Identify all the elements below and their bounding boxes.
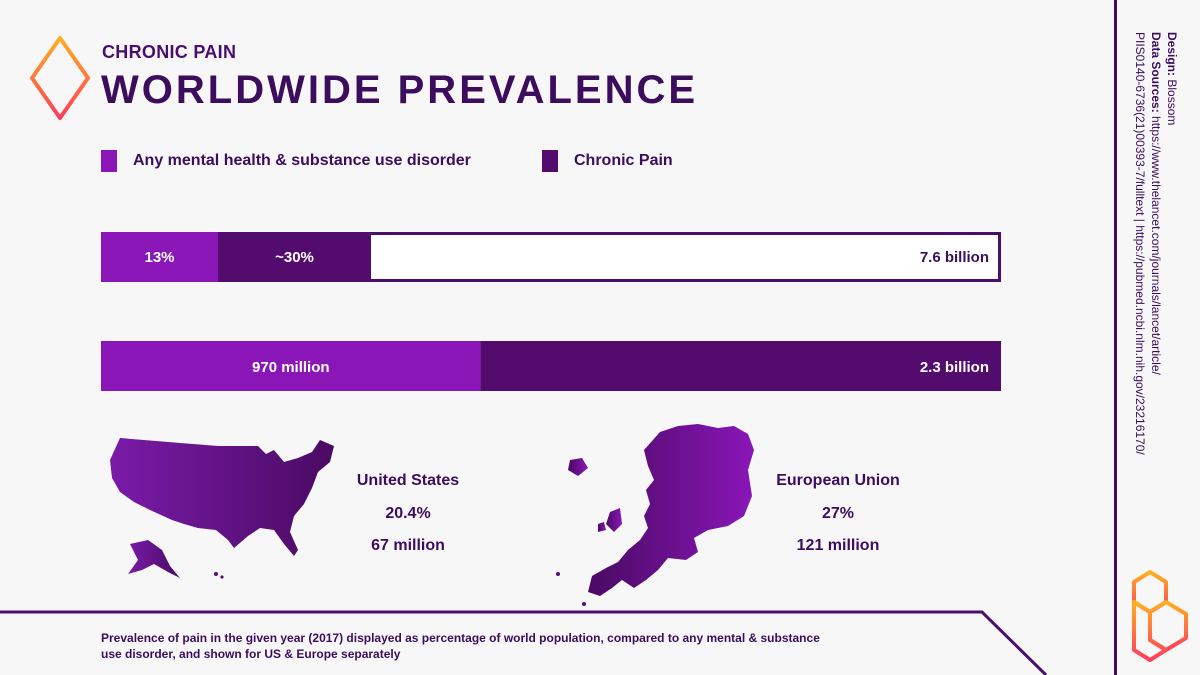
region-name-eu: European Union bbox=[776, 472, 900, 489]
bar-segment-chronic-pain bbox=[480, 341, 1001, 391]
design-value: Blossom bbox=[1165, 79, 1179, 126]
sources-line-2[interactable]: PIIS0140-6736(21)00393-7/fulltext | http… bbox=[1133, 32, 1147, 455]
legend-label: Chronic Pain bbox=[574, 152, 673, 169]
world-population-bar: 13% ~30% 7.6 billion bbox=[101, 232, 1001, 282]
bar-total-label: 7.6 billion bbox=[920, 249, 989, 266]
region-count-eu: 121 million bbox=[796, 537, 880, 554]
chart-caption: Prevalence of pain in the given year (20… bbox=[101, 631, 820, 661]
diamond-logo-icon bbox=[30, 36, 90, 120]
blossom-logo-icon bbox=[1132, 570, 1188, 662]
legend-swatch bbox=[101, 150, 117, 172]
legend-item-chronic-pain: Chronic Pain bbox=[542, 150, 673, 172]
footer-divider bbox=[0, 610, 1048, 675]
bar-segment-label: 970 million bbox=[252, 359, 330, 376]
people-count-bar: 970 million 2.3 billion bbox=[101, 341, 1001, 391]
vertical-divider bbox=[1114, 0, 1117, 675]
bar-segment-mental-health bbox=[101, 341, 481, 391]
legend-item-mental-health: Any mental health & substance use disord… bbox=[101, 150, 471, 172]
bar-segment-label: 2.3 billion bbox=[920, 359, 989, 376]
design-label: Design: bbox=[1165, 32, 1179, 77]
design-credit: Design: Blossom bbox=[1164, 32, 1180, 455]
legend-label: Any mental health & substance use disord… bbox=[133, 152, 471, 169]
bar-segment-mental-health bbox=[101, 232, 218, 282]
region-name-us: United States bbox=[356, 472, 460, 489]
region-percent-us: 20.4% bbox=[385, 505, 431, 522]
bar-segment-label: ~30% bbox=[275, 249, 314, 266]
us-map-icon bbox=[110, 438, 334, 579]
region-percent-eu: 27% bbox=[821, 505, 855, 522]
bar-segment-chronic-pain bbox=[218, 232, 371, 282]
page-subtitle: CHRONIC PAIN bbox=[102, 42, 237, 62]
credits-block: Design: Blossom Data Sources: https://ww… bbox=[1132, 32, 1180, 455]
sources-label: Data Sources: bbox=[1149, 32, 1163, 113]
europe-map-icon bbox=[556, 424, 754, 606]
sources-line-1[interactable]: https://www.thelancet.com/journals/lance… bbox=[1149, 116, 1163, 375]
data-sources: Data Sources: https://www.thelancet.com/… bbox=[1148, 32, 1164, 455]
legend-swatch bbox=[542, 150, 558, 172]
region-count-us: 67 million bbox=[371, 537, 445, 554]
bar-segment-label: 13% bbox=[144, 249, 174, 266]
page-title: WORLDWIDE PREVALENCE bbox=[101, 68, 699, 112]
